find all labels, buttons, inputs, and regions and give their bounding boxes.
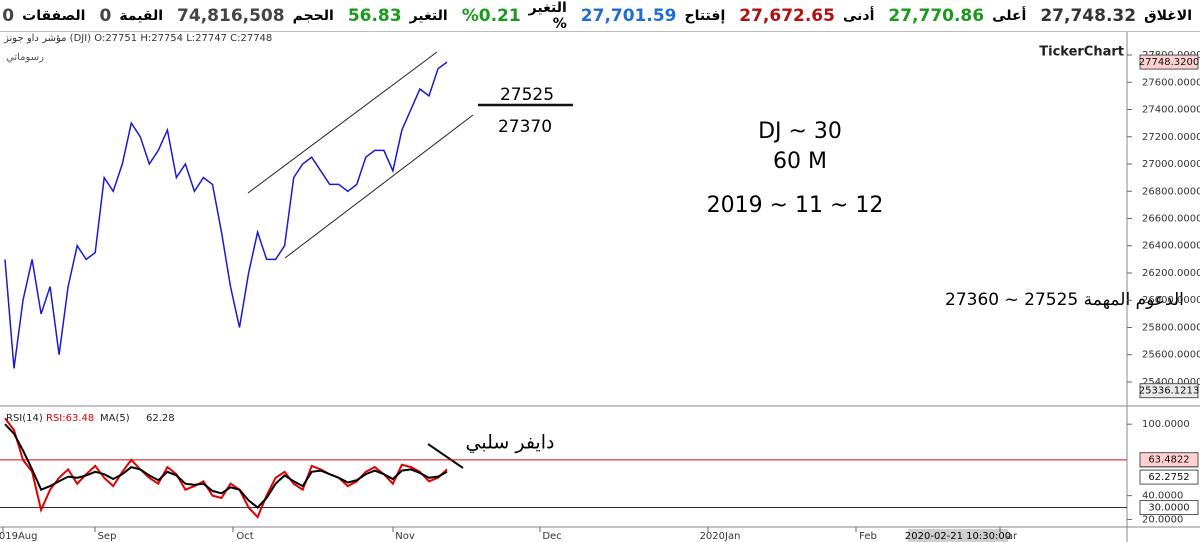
value-tag-label: 62.2752 (1148, 472, 1189, 483)
y-tick-label: 25600.0000 (1142, 350, 1200, 361)
cursor-time-box (908, 529, 1008, 542)
x-tick-label: Feb (859, 531, 877, 542)
y-tick-label: 27000.0000 (1142, 159, 1200, 170)
indicator-label: RSI:63.48 (46, 413, 94, 424)
ticker-value: 74,816,508 (177, 5, 285, 26)
ticker-item: التغير 56.83 (348, 6, 448, 26)
y-tick-label: 26600.0000 (1142, 214, 1200, 225)
ticker-label: أدنى (842, 7, 875, 24)
cursor-time: 2020-02-21 10:30:00 (905, 531, 1011, 542)
value-tag (1139, 452, 1199, 468)
x-tick-label: Oct (236, 531, 253, 542)
y-tick-label: 25800.0000 (1142, 322, 1200, 333)
y-tick-label: 26800.0000 (1142, 186, 1200, 197)
annotation: 60 M (773, 149, 827, 174)
ticker-item: التغير % %0.21 (462, 0, 567, 32)
ticker-item: إفتتاح 27,701.59 (581, 6, 725, 26)
value-tag-label: 27748.3200 (1139, 57, 1199, 68)
y-tick-label: 26000.0000 (1142, 295, 1200, 306)
ticker-item: أعلى 27,770.86 (888, 6, 1026, 26)
ticker-value: 27,672.65 (739, 5, 835, 26)
divergence-line (427, 443, 464, 469)
ticker-value: 0 (2, 5, 15, 26)
y-tick-label: 25400.0000 (1142, 377, 1200, 388)
channel-line (247, 51, 438, 194)
y-tick-label: 100.0000 (1142, 419, 1190, 430)
x-tick-label: 2020Jan (700, 531, 741, 542)
annotation: 2019 ~ 11 ~ 12 (707, 193, 884, 218)
y-tick-label: 27400.0000 (1142, 105, 1200, 116)
x-tick-label: ar (1007, 531, 1018, 542)
y-tick-label: 40.0000 (1142, 491, 1183, 502)
ticker-label: الحجم (292, 7, 334, 24)
brand: TickerChart (1039, 45, 1124, 60)
level-tag-label: 30.0000 (1148, 503, 1189, 514)
ticker-label: التغير (409, 7, 448, 24)
ticker-value: %0.21 (461, 5, 521, 26)
x-tick-label: Nov (395, 531, 415, 542)
ticker-value: 0 (99, 5, 112, 26)
annotation: DJ ~ 30 (758, 119, 842, 144)
y-tick-label: 26400.0000 (1142, 241, 1200, 252)
annotation: الدعوم المهمة 27525 ~ 27360 (945, 290, 1184, 310)
price-line (4, 61, 448, 369)
value-tag (1139, 54, 1199, 70)
ticker-label: إفتتاح (684, 7, 726, 24)
ticker-value: 27,701.59 (580, 5, 677, 26)
value-tag-label: 63.4822 (1148, 455, 1189, 466)
level-tag (1139, 500, 1199, 516)
indicator-label: 62.28 (146, 413, 175, 424)
ticker-item: أدنى 27,672.65 (739, 6, 874, 26)
annotation: 27370 (498, 117, 552, 137)
price-line (4, 423, 448, 509)
annotation: 27525 (500, 85, 554, 105)
ticker-label: الاغلاق (1144, 7, 1192, 24)
ticker-bar: الاغلاق 27,748.32 أعلى 27,770.86 أدنى 27,672.… (0, 0, 1200, 32)
ticker-item: الحجم 74,816,508 (177, 6, 334, 26)
y-tick-label: 20.0000 (1142, 514, 1183, 525)
chart-title: مؤشر داو جونز (DJI) O:27751 H:27754 L:27… (3, 33, 272, 44)
value-tag-label: 25336.1213 (1139, 386, 1199, 397)
y-tick-label: 26200.0000 (1142, 268, 1200, 279)
value-tag (1139, 469, 1199, 485)
ticker-label: التغير % (528, 0, 567, 32)
chart: مؤشر داو جونز (DJI) O:27751 H:27754 L:27… (0, 32, 1200, 542)
y-tick-label: 27200.0000 (1142, 132, 1200, 143)
indicator-title: RSI(14) (6, 413, 43, 424)
ticker-item: الاغلاق 27,748.32 (1040, 6, 1192, 26)
annotation: دايفر سلبي (466, 432, 555, 454)
ticker-value: 27,748.32 (1040, 5, 1137, 26)
channel-line (284, 114, 474, 259)
ticker-item: القيمة 0 (99, 6, 163, 26)
ticker-item: الصفقات 0 (2, 6, 85, 26)
background (0, 32, 1200, 542)
x-tick-label: Dec (542, 531, 561, 542)
indicator-label: MA(5) (100, 413, 130, 424)
drawings-label: رسوماتي (6, 52, 44, 63)
ticker-value: 56.83 (347, 5, 402, 26)
x-tick-label: Sep (98, 531, 117, 542)
ticker-label: الصفقات (22, 7, 86, 24)
ticker-label: أعلى (992, 7, 1027, 24)
ticker-value: 27,770.86 (888, 5, 985, 26)
y-tick-label: 27600.0000 (1142, 77, 1200, 88)
ticker-label: القيمة (119, 7, 164, 24)
value-tag (1139, 383, 1199, 399)
